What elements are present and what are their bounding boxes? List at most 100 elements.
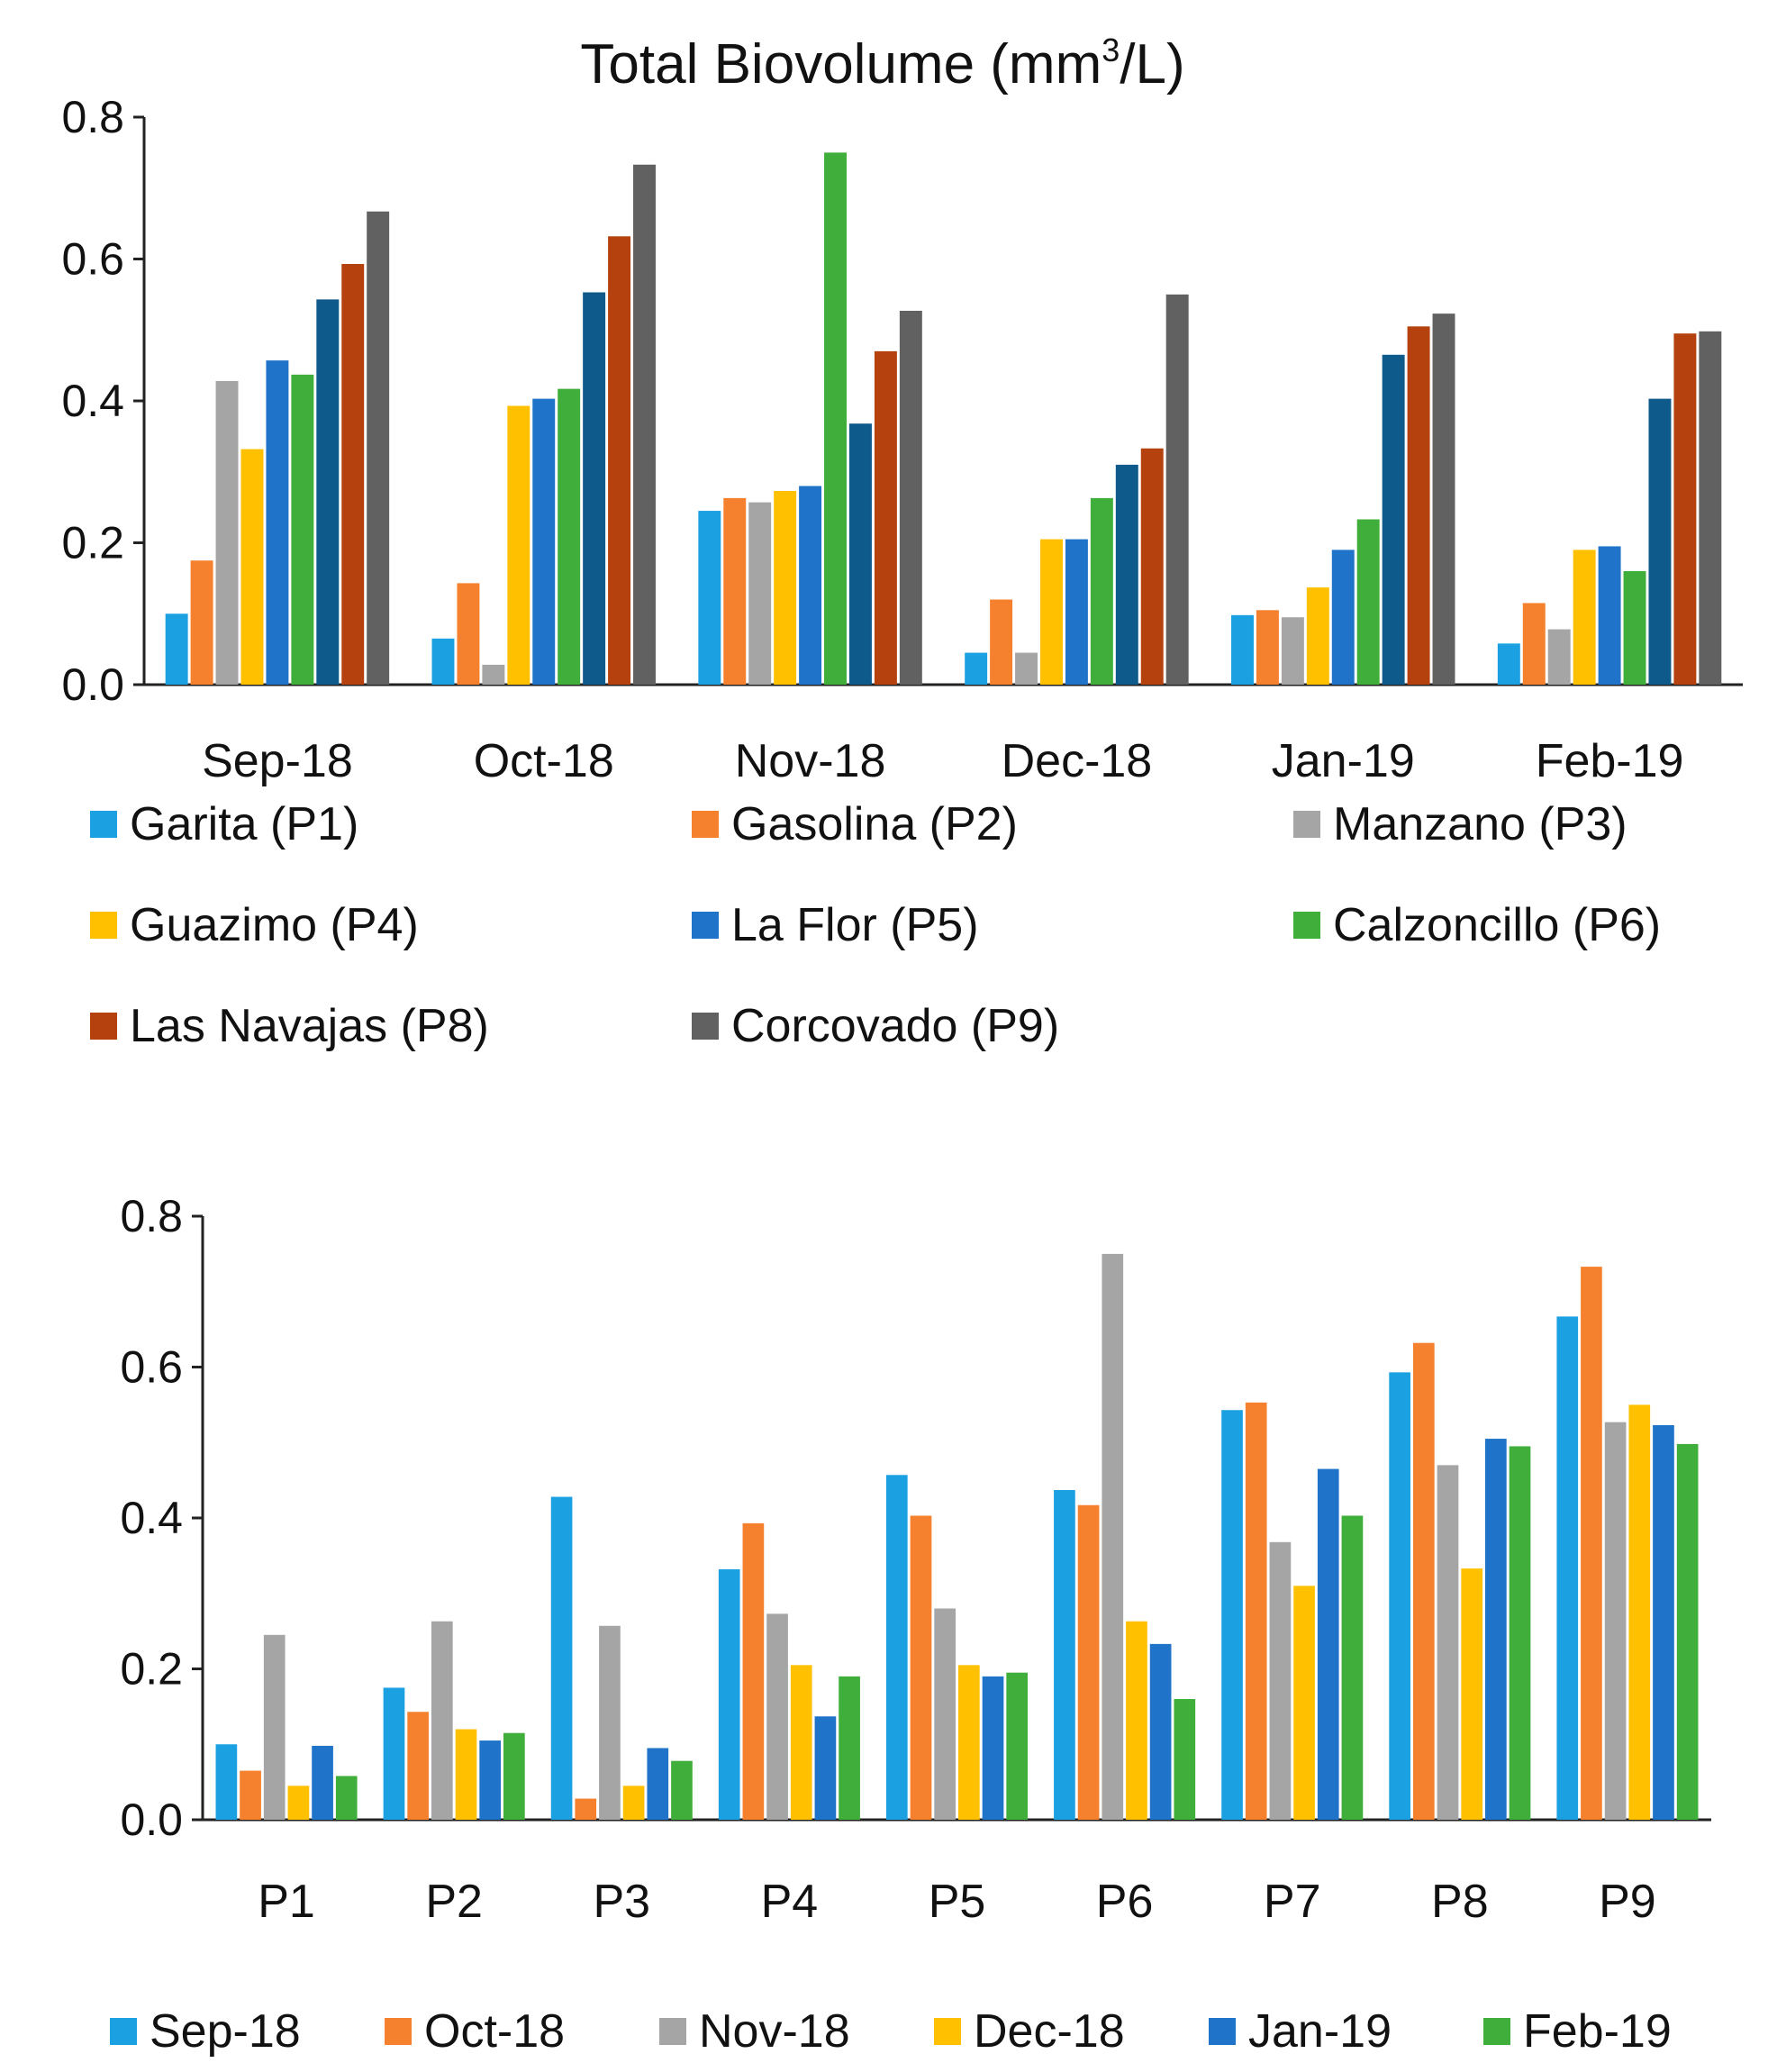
chart1-bar xyxy=(1090,497,1113,685)
chart1-legend-label: La Flor (P5) xyxy=(731,899,979,951)
chart1-category-label: Oct-18 xyxy=(474,735,614,787)
chart1-legend-swatch xyxy=(1293,912,1320,939)
chart1-bar xyxy=(266,360,289,685)
chart2-category-label: P2 xyxy=(425,1876,483,1928)
chart1-legend-swatch xyxy=(90,811,117,838)
chart1-bar xyxy=(190,560,213,685)
chart1-bar xyxy=(165,613,188,685)
chart1-bar xyxy=(1432,314,1455,685)
chart1-bar xyxy=(1140,448,1164,685)
chart2-bar xyxy=(647,1748,669,1820)
chart2-bar xyxy=(550,1496,573,1820)
chart1-bar xyxy=(1065,539,1088,685)
chart2-bar xyxy=(215,1744,238,1820)
chart1-bar xyxy=(1281,617,1304,685)
chart1-bar xyxy=(1573,550,1596,685)
chart2-ytick-label: 0.0 xyxy=(120,1795,183,1845)
chart1-bar xyxy=(1547,629,1571,685)
chart2-category-label: P4 xyxy=(761,1876,819,1928)
chart2-bar xyxy=(599,1625,621,1820)
chart2-bar xyxy=(1676,1443,1699,1820)
chart1-bar xyxy=(532,398,556,685)
chart2-bar xyxy=(766,1613,788,1820)
chart1-ytick-label: 0.8 xyxy=(61,92,124,142)
chart2-bar xyxy=(622,1786,645,1820)
chart1-bar xyxy=(583,292,606,685)
chart2-legend-swatch xyxy=(1209,2018,1236,2045)
chart1-bar xyxy=(774,491,797,685)
chart1-bar xyxy=(240,449,264,685)
chart2-bar xyxy=(885,1475,908,1820)
chart1-bar xyxy=(316,299,340,685)
chart1-bar xyxy=(1382,354,1405,685)
chart2-legend-label: Nov-18 xyxy=(699,2005,850,2058)
chart1-bar xyxy=(1115,464,1138,685)
chart2-bar xyxy=(335,1776,358,1820)
chart2-bar xyxy=(1485,1439,1507,1820)
chart1-legend-label: Garita (P1) xyxy=(130,798,358,850)
chart2-category-label: P5 xyxy=(929,1876,986,1928)
chart1-bar xyxy=(633,164,656,685)
chart2-bar xyxy=(407,1712,429,1820)
chart2-bar xyxy=(958,1665,980,1820)
chart1-category-label: Feb-19 xyxy=(1536,735,1684,787)
chart1-bar xyxy=(1598,546,1621,685)
chart2-category-label: P9 xyxy=(1599,1876,1656,1928)
chart2-bar xyxy=(1317,1468,1339,1820)
chart1-bar xyxy=(215,380,239,685)
chart2-bar xyxy=(287,1786,310,1820)
chart1-ytick-label: 0.2 xyxy=(61,518,124,568)
chart2-ytick-label: 0.6 xyxy=(120,1342,183,1393)
chart2-bar xyxy=(1628,1404,1651,1820)
chart2-bar xyxy=(742,1522,765,1820)
chart2-bar xyxy=(1461,1568,1483,1820)
chart1-bar xyxy=(1407,326,1430,685)
chart2-category-label: P7 xyxy=(1264,1876,1321,1928)
chart2-legend-label: Jan-19 xyxy=(1248,2005,1392,2058)
chart2-bar xyxy=(1102,1253,1124,1820)
chart1-category-label: Nov-18 xyxy=(735,735,886,787)
chart2-legend-label: Dec-18 xyxy=(974,2005,1125,2058)
chart1-bar xyxy=(291,374,314,685)
chart1-ytick-label: 0.6 xyxy=(61,234,124,285)
chart1-bar xyxy=(1673,333,1697,685)
chart1-title: Total Biovolume (mm3/L) xyxy=(580,32,1184,95)
chart1-bar xyxy=(1306,587,1329,685)
chart2-category-label: P3 xyxy=(593,1876,650,1928)
chart1-bar xyxy=(899,310,922,685)
chart1-ytick-label: 0.4 xyxy=(61,376,124,426)
chart2-bar xyxy=(934,1608,956,1820)
chart1-bar xyxy=(457,583,480,685)
chart1-bar xyxy=(848,423,872,685)
chart1-bar xyxy=(1331,550,1355,685)
chart2-bar xyxy=(1556,1316,1579,1820)
chart2-ytick-label: 0.2 xyxy=(120,1644,183,1695)
chart2-ytick-label: 0.8 xyxy=(120,1191,183,1241)
chart2-legend-label: Sep-18 xyxy=(150,2005,301,2058)
chart2-legend-swatch xyxy=(110,2018,137,2045)
chart1-bar xyxy=(482,664,505,685)
chart1-plot: 0.0 0.2 0.4 0.6 0.8 Sep-18 Oct-18 Nov-18 Dec-18… xyxy=(61,92,1743,787)
chart2-bar xyxy=(479,1740,502,1820)
chart1-legend-label: Guazimo (P4) xyxy=(130,899,419,951)
chart2-bar xyxy=(1054,1490,1075,1820)
chart2-bar xyxy=(1653,1424,1674,1820)
chart1-legend-label: Las Navajas (P8) xyxy=(130,1000,489,1052)
chart2-legend-label: Feb-19 xyxy=(1523,2005,1672,2058)
chart2-legend-swatch xyxy=(659,2018,686,2045)
chart1-ytick-label: 0.0 xyxy=(61,659,124,710)
chart2-bar xyxy=(1006,1672,1029,1820)
chart1-legend-swatch xyxy=(90,912,117,939)
chart1-bar xyxy=(608,236,631,685)
chart2-bar xyxy=(1245,1402,1267,1820)
chart1-bar xyxy=(1040,539,1063,685)
chart1-legend-swatch xyxy=(692,1013,719,1040)
chart1-bar xyxy=(341,264,365,685)
chart1-bar xyxy=(1522,603,1546,685)
chart1-bar xyxy=(1015,652,1038,685)
chart2-legend-swatch xyxy=(385,2018,412,2045)
chart2-bar xyxy=(1389,1372,1410,1820)
chart1-category-label: Sep-18 xyxy=(202,735,353,787)
chart1-legend-swatch xyxy=(692,811,719,838)
chart1-bar xyxy=(1165,294,1189,685)
